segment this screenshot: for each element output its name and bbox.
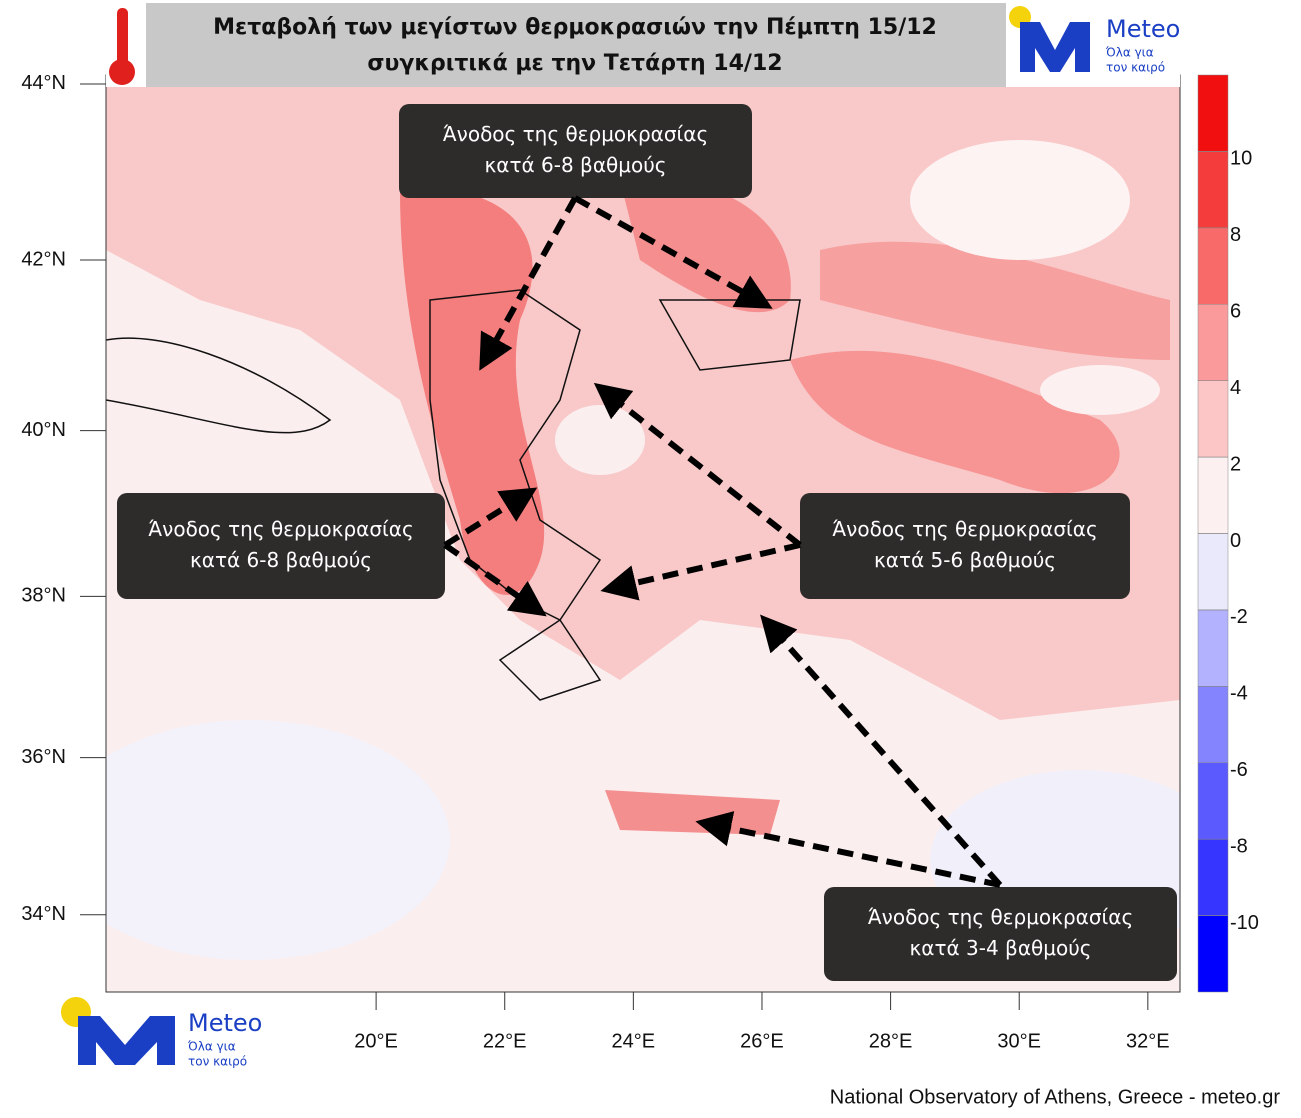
y-tick-label: 40°N — [21, 419, 66, 441]
y-tick-label: 36°N — [21, 746, 66, 768]
logo-brand: Meteo — [1106, 15, 1180, 43]
annotation-box — [800, 493, 1130, 599]
colorbar-bin — [1197, 915, 1229, 993]
x-tick-label: 24°E — [612, 1030, 656, 1052]
annotation-box — [117, 493, 445, 599]
annotation-box — [399, 104, 752, 198]
y-tick-label: 38°N — [21, 585, 66, 607]
y-tick-label: 42°N — [21, 248, 66, 270]
colorbar-label: 10 — [1230, 148, 1252, 170]
colorbar-bin — [1197, 456, 1229, 534]
colorbar-bin — [1197, 151, 1229, 229]
annotation-text: κατά 5-6 βαθμούς — [874, 548, 1056, 572]
x-tick-label: 22°E — [483, 1030, 527, 1052]
y-tick-label: 44°N — [21, 72, 66, 94]
logo-tagline: τον καιρό — [188, 1055, 247, 1069]
colorbar-bin — [1197, 686, 1229, 763]
annotation-text: Άνοδος της θερμοκρασίας — [868, 905, 1133, 929]
x-tick-label: 32°E — [1126, 1030, 1170, 1052]
colorbar-bin — [1197, 227, 1229, 305]
colorbar-label: -4 — [1230, 683, 1248, 705]
logo-tagline: τον καιρό — [1106, 61, 1165, 75]
colorbar-bin — [1197, 533, 1229, 611]
logo-brand: Meteo — [188, 1009, 262, 1037]
annotation-text: κατά 3-4 βαθμούς — [909, 936, 1091, 960]
colorbar-bin — [1197, 304, 1229, 381]
footer-credit: National Observatory of Athens, Greece -… — [830, 1086, 1281, 1108]
logo-tagline: Όλα για — [1105, 46, 1154, 60]
x-tick-label: 30°E — [997, 1030, 1041, 1052]
annotation-box — [824, 887, 1177, 981]
colorbar-bin — [1197, 74, 1229, 152]
colorbar-label: -8 — [1230, 835, 1248, 857]
colorbar-label: 2 — [1230, 453, 1241, 475]
colorbar-label: 0 — [1230, 530, 1241, 552]
annotation-text: Άνοδος της θερμοκρασίας — [832, 517, 1097, 541]
annotation-text: κατά 6-8 βαθμούς — [190, 548, 372, 572]
colorbar-bin — [1197, 838, 1229, 916]
logo-tagline: Όλα για — [187, 1040, 236, 1054]
colorbar-bin — [1197, 762, 1229, 840]
annotation-text: κατά 6-8 βαθμούς — [484, 153, 666, 177]
colorbar-label: 6 — [1230, 301, 1241, 323]
x-tick-label: 26°E — [740, 1030, 784, 1052]
colorbar-label: -10 — [1230, 912, 1259, 934]
colorbar-label: 4 — [1230, 377, 1241, 399]
colorbar-bin — [1197, 380, 1229, 458]
annotation-text: Άνοδος της θερμοκρασίας — [148, 517, 413, 541]
colorbar-label: -6 — [1230, 759, 1248, 781]
x-tick-label: 20°E — [354, 1030, 398, 1052]
colorbar-bin — [1197, 609, 1229, 687]
title-line: συγκριτικά με την Τετάρτη 14/12 — [367, 51, 782, 76]
title-line: Μεταβολή των μεγίστων θερμοκρασιών την Π… — [213, 15, 937, 40]
x-tick-label: 28°E — [869, 1030, 913, 1052]
y-tick-label: 34°N — [21, 903, 66, 925]
arrows — [443, 195, 1003, 888]
colorbar-label: 8 — [1230, 224, 1241, 246]
annotation-text: Άνοδος της θερμοκρασίας — [443, 122, 708, 146]
colorbar-label: -2 — [1230, 606, 1248, 628]
